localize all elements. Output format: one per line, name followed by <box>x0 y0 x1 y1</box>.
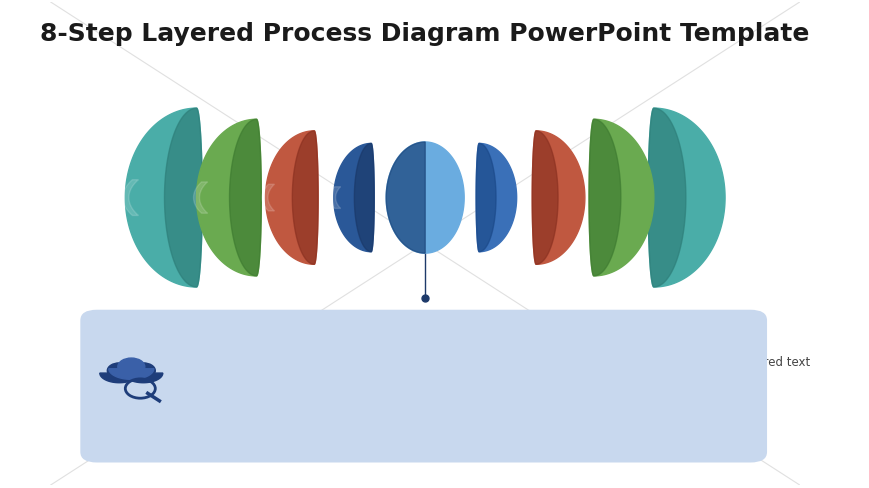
Polygon shape <box>475 144 516 252</box>
Polygon shape <box>164 109 202 287</box>
Polygon shape <box>123 180 138 216</box>
Polygon shape <box>100 373 139 383</box>
Polygon shape <box>532 132 557 265</box>
Polygon shape <box>229 120 261 276</box>
Polygon shape <box>647 109 724 287</box>
Polygon shape <box>292 132 318 265</box>
Polygon shape <box>123 373 163 383</box>
Polygon shape <box>262 185 274 211</box>
Polygon shape <box>354 144 374 252</box>
Polygon shape <box>386 142 425 254</box>
FancyBboxPatch shape <box>80 310 766 463</box>
Polygon shape <box>334 144 374 252</box>
Polygon shape <box>329 187 341 209</box>
Polygon shape <box>193 183 208 214</box>
Polygon shape <box>125 109 202 287</box>
Text: 8-Step Layered Process Diagram PowerPoint Template: 8-Step Layered Process Diagram PowerPoin… <box>41 22 809 46</box>
Polygon shape <box>588 120 653 276</box>
Circle shape <box>117 358 144 376</box>
Polygon shape <box>588 120 620 276</box>
Polygon shape <box>647 109 685 287</box>
Text: Placeholder: Placeholder <box>234 326 344 345</box>
Polygon shape <box>475 144 495 252</box>
Polygon shape <box>532 132 584 265</box>
Circle shape <box>107 363 131 379</box>
Polygon shape <box>386 142 464 254</box>
Circle shape <box>131 363 156 379</box>
Text: This is a sample text. Insert your desired text here. This is a sample text. Ins: This is a sample text. Insert your desir… <box>234 355 809 387</box>
Polygon shape <box>196 120 261 276</box>
Polygon shape <box>109 369 154 380</box>
Polygon shape <box>265 132 318 265</box>
